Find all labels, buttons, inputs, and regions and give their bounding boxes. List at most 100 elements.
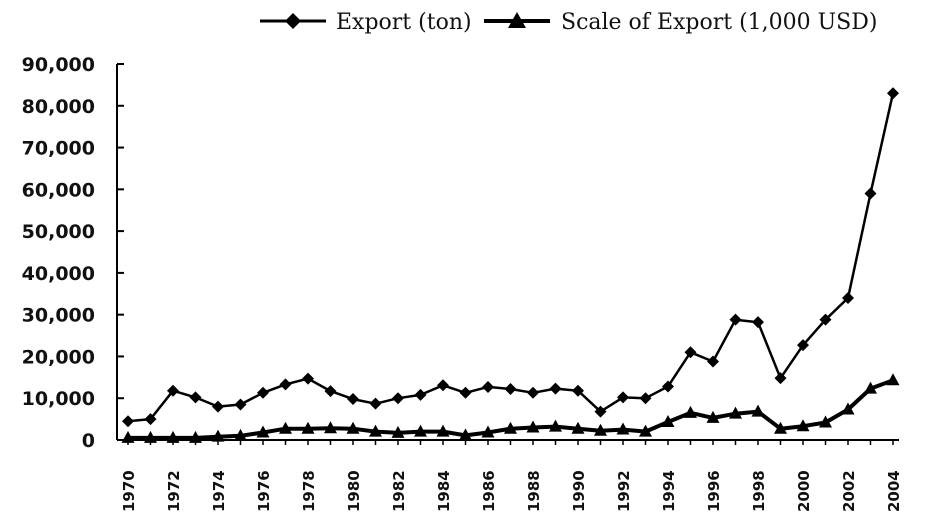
data-point-triangle	[684, 405, 697, 418]
x-tick-label: 1980	[345, 470, 363, 512]
x-tick-label: 1988	[525, 470, 543, 512]
y-tick-label: 0	[82, 430, 95, 452]
y-tick-label: 10,000	[22, 388, 95, 410]
data-point-diamond	[324, 385, 337, 398]
data-point-diamond	[414, 388, 427, 401]
data-point-diamond	[617, 391, 629, 404]
x-tick-label: 1990	[570, 470, 588, 512]
data-point-diamond	[347, 393, 359, 406]
x-tick-label: 1982	[390, 470, 408, 512]
data-point-diamond	[504, 383, 517, 396]
data-point-triangle	[414, 424, 427, 437]
data-point-triangle	[751, 404, 765, 417]
data-point-diamond	[482, 380, 494, 393]
x-tick-label: 1974	[210, 470, 228, 512]
data-point-diamond	[459, 386, 472, 399]
y-tick-label: 80,000	[22, 96, 95, 118]
data-point-triangle	[594, 423, 607, 436]
chart-series	[121, 87, 900, 443]
data-point-triangle	[369, 424, 382, 437]
data-point-diamond	[729, 313, 742, 326]
data-point-diamond	[594, 405, 607, 418]
data-point-triangle	[391, 425, 405, 438]
data-point-triangle	[211, 429, 225, 442]
data-point-triangle	[121, 430, 135, 443]
x-tick-label: 1972	[165, 470, 183, 512]
data-point-diamond	[707, 355, 719, 368]
x-tick-label: 1992	[615, 470, 633, 512]
data-point-triangle	[774, 421, 787, 434]
data-point-diamond	[684, 346, 697, 359]
data-point-diamond	[549, 382, 562, 395]
x-tick-label: 2004	[885, 470, 903, 512]
y-tick-label: 40,000	[22, 263, 95, 285]
data-point-triangle	[864, 381, 877, 394]
data-point-triangle	[301, 421, 315, 434]
data-point-triangle	[841, 402, 855, 415]
legend-entry-scale-of-export: Scale of Export (1,000 USD)	[484, 10, 877, 35]
data-point-diamond	[797, 339, 809, 352]
data-point-diamond	[662, 380, 674, 393]
x-tick-label: 1998	[750, 470, 768, 512]
data-point-diamond	[122, 415, 134, 428]
data-point-diamond	[167, 384, 179, 397]
data-point-triangle	[639, 424, 652, 437]
data-point-diamond	[752, 316, 764, 329]
data-point-triangle	[144, 430, 157, 443]
data-point-triangle	[526, 420, 540, 433]
y-tick-label: 30,000	[22, 305, 95, 327]
data-point-triangle	[886, 373, 900, 386]
data-point-triangle	[189, 430, 202, 443]
data-point-diamond	[302, 372, 314, 385]
data-point-diamond	[864, 187, 877, 200]
data-point-diamond	[212, 400, 224, 413]
data-point-diamond	[279, 378, 292, 391]
data-point-diamond	[392, 392, 404, 405]
x-tick-label: 1978	[300, 470, 318, 512]
x-tick-label: 1994	[660, 470, 678, 512]
x-tick-label: 1984	[435, 470, 453, 512]
data-point-triangle	[549, 419, 562, 432]
data-point-diamond	[369, 397, 382, 410]
x-tick-label: 2002	[840, 470, 858, 512]
data-point-triangle	[481, 425, 495, 438]
data-point-diamond	[887, 87, 899, 100]
data-point-triangle	[504, 421, 517, 434]
data-point-triangle	[616, 422, 630, 435]
data-point-diamond	[774, 372, 787, 385]
data-point-diamond	[819, 313, 832, 326]
y-tick-label: 50,000	[22, 221, 95, 243]
data-point-triangle	[706, 410, 720, 423]
data-point-triangle	[346, 421, 360, 434]
data-point-triangle	[166, 430, 180, 443]
x-tick-label: 1986	[480, 470, 498, 512]
data-point-diamond	[842, 291, 854, 304]
y-tick-label: 60,000	[22, 179, 95, 201]
series-line-export-ton	[127, 92, 895, 423]
data-point-triangle	[661, 415, 675, 428]
data-point-triangle	[819, 415, 832, 428]
chart-axes: 0 10,000 20,000 30,000 40,000 50,000 60,000 70,…	[22, 54, 903, 512]
legend-entry-export-ton: Export (ton)	[260, 10, 472, 35]
legend-triangle-marker	[508, 12, 526, 28]
data-point-diamond	[527, 386, 539, 399]
y-tick-label: 20,000	[22, 346, 95, 368]
data-point-triangle	[324, 421, 337, 434]
x-tick-label: 1976	[255, 470, 273, 512]
x-tick-label: 2000	[795, 470, 813, 512]
data-point-diamond	[189, 391, 202, 404]
data-point-triangle	[279, 421, 292, 434]
legend-label-export-ton: Export (ton)	[336, 10, 472, 35]
data-point-triangle	[729, 406, 742, 419]
y-tick-label: 70,000	[22, 138, 95, 160]
x-tick-label: 1970	[120, 470, 138, 512]
data-point-diamond	[257, 386, 269, 399]
data-point-triangle	[459, 428, 472, 441]
data-point-diamond	[639, 392, 652, 405]
data-point-triangle	[256, 425, 270, 438]
data-point-triangle	[234, 428, 247, 441]
data-point-triangle	[796, 419, 810, 432]
x-tick-label: 1996	[705, 470, 723, 512]
legend-label-scale-of-export: Scale of Export (1,000 USD)	[561, 10, 877, 35]
data-point-triangle	[571, 421, 585, 434]
